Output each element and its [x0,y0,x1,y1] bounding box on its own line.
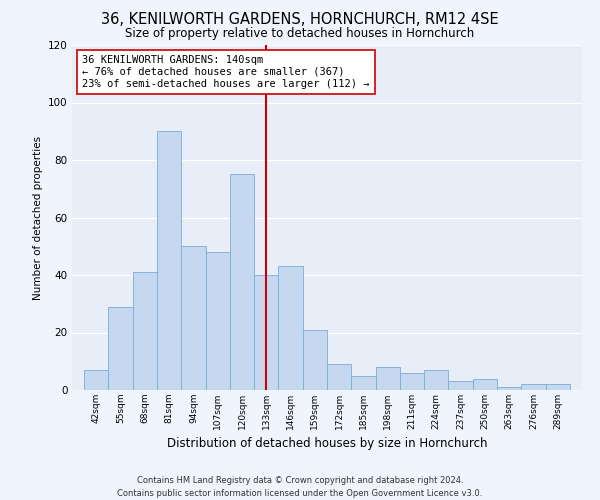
Bar [424,370,448,390]
Bar [545,384,570,390]
Bar [521,384,545,390]
Text: Contains HM Land Registry data © Crown copyright and database right 2024.
Contai: Contains HM Land Registry data © Crown c… [118,476,482,498]
Bar [448,382,473,390]
Bar [376,367,400,390]
Bar [230,174,254,390]
X-axis label: Distribution of detached houses by size in Hornchurch: Distribution of detached houses by size … [167,438,487,450]
Bar [109,306,133,390]
Bar [206,252,230,390]
Text: 36 KENILWORTH GARDENS: 140sqm
← 76% of detached houses are smaller (367)
23% of : 36 KENILWORTH GARDENS: 140sqm ← 76% of d… [82,56,370,88]
Text: Size of property relative to detached houses in Hornchurch: Size of property relative to detached ho… [125,28,475,40]
Bar [278,266,303,390]
Bar [254,275,278,390]
Text: 36, KENILWORTH GARDENS, HORNCHURCH, RM12 4SE: 36, KENILWORTH GARDENS, HORNCHURCH, RM12… [101,12,499,28]
Y-axis label: Number of detached properties: Number of detached properties [32,136,43,300]
Bar [181,246,206,390]
Bar [400,373,424,390]
Bar [157,131,181,390]
Bar [497,387,521,390]
Bar [327,364,351,390]
Bar [133,272,157,390]
Bar [84,370,109,390]
Bar [351,376,376,390]
Bar [473,378,497,390]
Bar [303,330,327,390]
